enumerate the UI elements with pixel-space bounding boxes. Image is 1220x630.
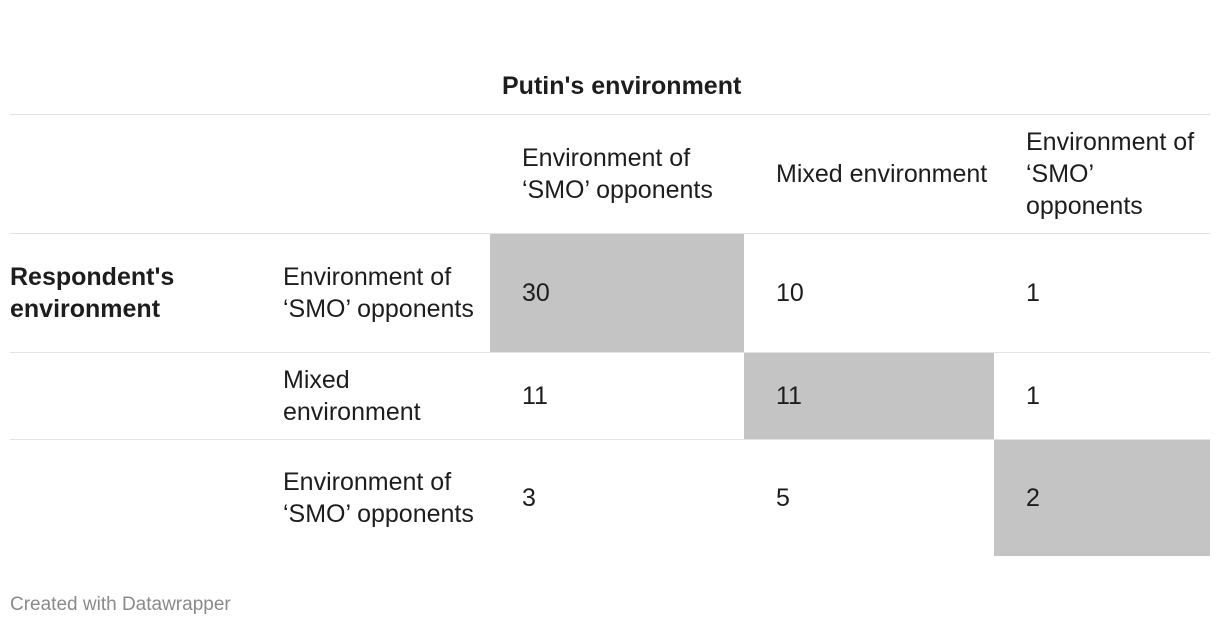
column-header: Environment of ‘SMO’ opponents (490, 113, 744, 233)
row-label: Mixed environment (271, 351, 490, 439)
empty-cell (10, 113, 271, 233)
row-label: Environment of ‘SMO’ opponents (271, 232, 490, 352)
column-header-row: Environment of ‘SMO’ opponents Mixed env… (10, 113, 1210, 233)
table-cell: 30 (490, 232, 744, 352)
row-label: Environment of ‘SMO’ opponents (271, 438, 490, 556)
table-cell: 1 (994, 351, 1210, 439)
empty-cell (994, 0, 1210, 114)
empty-cell (271, 0, 490, 114)
empty-cell (10, 438, 271, 556)
table-row: Mixed environment 11 11 1 (10, 351, 1210, 439)
column-group-label: Putin's environment (502, 71, 742, 100)
table-cell: 2 (994, 438, 1210, 556)
row-group-label: Respondent's environment (10, 232, 271, 352)
empty-cell (10, 0, 271, 114)
table-row: Respondent's environment Environment of … (10, 232, 1210, 352)
column-group-header-row: Putin's environment (10, 0, 1210, 114)
data-table: Putin's environment Environment of ‘SMO’… (10, 0, 1210, 556)
table-cell: 5 (744, 438, 994, 556)
column-header: Mixed environment (744, 113, 994, 233)
table-cell: 10 (744, 232, 994, 352)
empty-cell (744, 0, 994, 114)
table-row: Environment of ‘SMO’ opponents 3 5 2 (10, 438, 1210, 556)
empty-cell (10, 351, 271, 439)
datawrapper-credit: Created with Datawrapper (10, 594, 231, 615)
empty-cell (271, 113, 490, 233)
data-table-container: Putin's environment Environment of ‘SMO’… (10, 0, 1210, 556)
table-cell: 11 (744, 351, 994, 439)
table-cell: 1 (994, 232, 1210, 352)
table-cell: 11 (490, 351, 744, 439)
table-cell: 3 (490, 438, 744, 556)
column-header: Environment of ‘SMO’ opponents (994, 113, 1210, 233)
